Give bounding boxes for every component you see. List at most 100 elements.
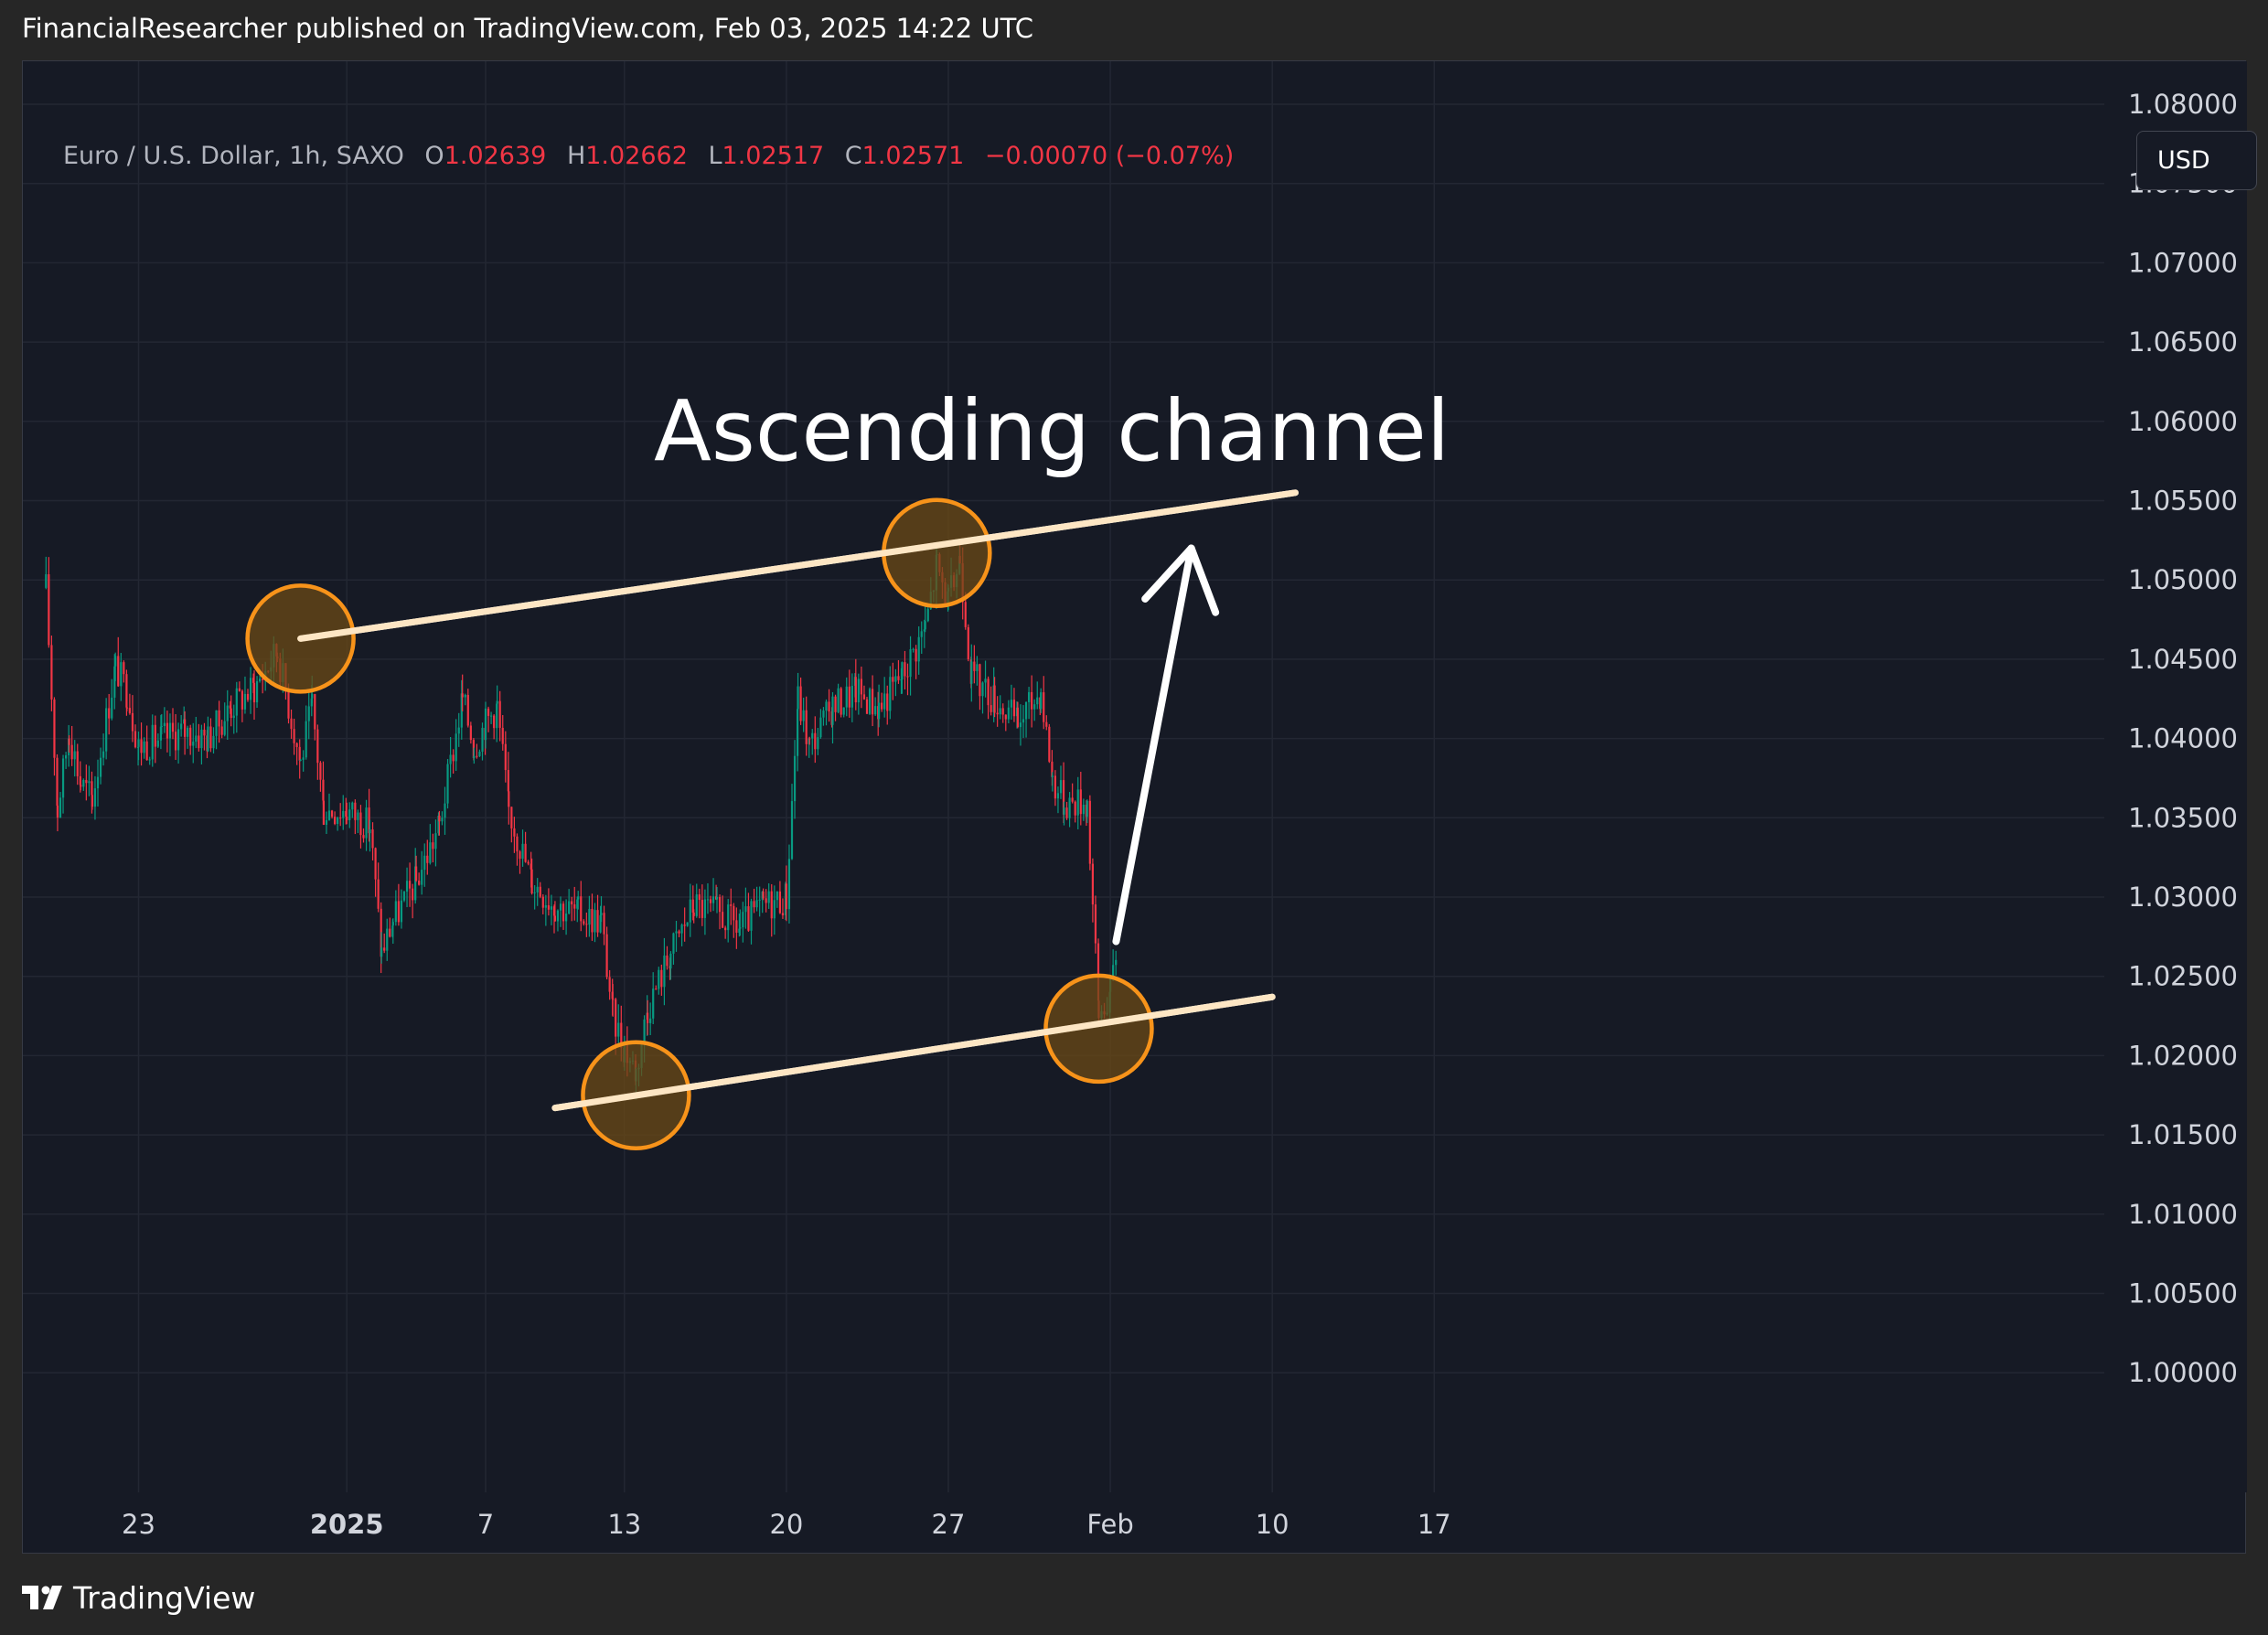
candle-body [1033,704,1036,710]
currency-button[interactable]: USD [2136,131,2257,190]
candle-body [1001,708,1004,715]
candle-body [1016,707,1019,728]
symbol-legend[interactable]: Euro / U.S. Dollar, 1h, SAXO O1.02639 H1… [63,142,1234,170]
candle-body [1074,801,1076,816]
price-chart[interactable]: 1.080001.075001.070001.065001.060001.055… [23,61,2247,1555]
candle-body [322,779,325,801]
candle-body [872,689,874,715]
candle-body [831,696,834,725]
candle-body [198,735,200,749]
candle-body [391,922,394,926]
price-tick-label: 1.02500 [2128,961,2238,992]
candle-body [1051,761,1054,777]
candle-body [469,725,472,741]
candle-body [96,776,100,789]
candle-body [374,848,377,880]
candle-body [912,648,915,650]
candle-body [490,715,493,717]
price-tick-label: 1.04000 [2128,723,2238,754]
candle-body [120,662,123,687]
candle-body [643,1019,646,1045]
chart-pane[interactable]: 1.080001.075001.070001.065001.060001.055… [22,60,2257,1555]
candle-body [171,722,175,732]
candle-body [229,705,231,709]
symbol-name: Euro / U.S. Dollar, 1h, SAXO [63,142,404,170]
candle-body [658,969,660,989]
candle-body [541,896,544,908]
candle-body [259,679,262,682]
candle-body [455,733,457,762]
time-axis[interactable]: 23 2025 7 13 20 27 Feb 10 17 [122,1509,1451,1540]
candle-body [722,912,724,928]
candle-body [61,758,65,798]
candle-body [683,924,686,926]
candle-body [461,693,464,698]
candle-body [652,988,655,1019]
candle-body [608,977,611,992]
candle-body [840,688,842,715]
time-tick-label: 20 [769,1509,803,1540]
price-tick-label: 1.02000 [2128,1040,2238,1071]
candle-body [698,894,701,901]
candle-body [1028,691,1031,702]
candle-body [457,727,460,734]
low-label: L [708,142,722,170]
candle-body [148,759,151,761]
candle-body [874,706,877,715]
candle-body [137,739,140,747]
candle-body [797,709,799,756]
time-tick-label: 2025 [310,1509,384,1540]
candle-body [82,779,85,787]
candle-body [970,661,973,684]
candle-body [154,724,156,747]
candle-body [776,891,778,901]
candle-body [405,881,409,892]
candle-body [802,710,805,721]
candle-body [476,755,478,757]
candle-body [346,816,348,821]
price-axis-panel[interactable] [2104,61,2247,1492]
candle-body [773,900,776,919]
candle-body [496,703,498,729]
candle-body [166,722,168,739]
candle-body [496,700,498,704]
candle-body [369,829,371,834]
candle-body [53,699,56,758]
candle-body [200,729,203,749]
candle-body [655,988,658,990]
time-tick-label: 23 [122,1509,155,1540]
candle-body [145,741,148,761]
candle-body [452,754,455,762]
candle-body [80,785,82,787]
candle-body [432,842,434,850]
candle-body [1048,726,1051,762]
candle-body [984,679,987,683]
candle-body [596,910,599,933]
tradingview-logo[interactable]: TradingView [22,1580,255,1616]
price-tick-label: 1.06000 [2128,406,2238,437]
candle-body [402,892,406,901]
candle-body [742,912,744,928]
candle-body [591,909,594,933]
candle-body [68,738,70,745]
drawings: Ascending channel [245,382,1450,1150]
candle-body [533,892,536,893]
candle-body [706,899,710,901]
candle-body [56,805,59,818]
high-value: 1.02662 [585,142,688,170]
candle-body [209,726,212,749]
candle-body [322,800,325,825]
candle-body [781,913,785,915]
candle-body [787,859,791,910]
candle-body [663,955,666,988]
candle-body [252,682,256,703]
candle-body [177,729,180,751]
candle-body [675,931,678,934]
candle-body [897,676,900,680]
candle-body [230,708,232,719]
time-tick-label: 7 [477,1509,494,1540]
candle-body [583,921,585,924]
candle-body [594,910,596,933]
candle-body [976,664,979,671]
candle-body [660,969,663,988]
